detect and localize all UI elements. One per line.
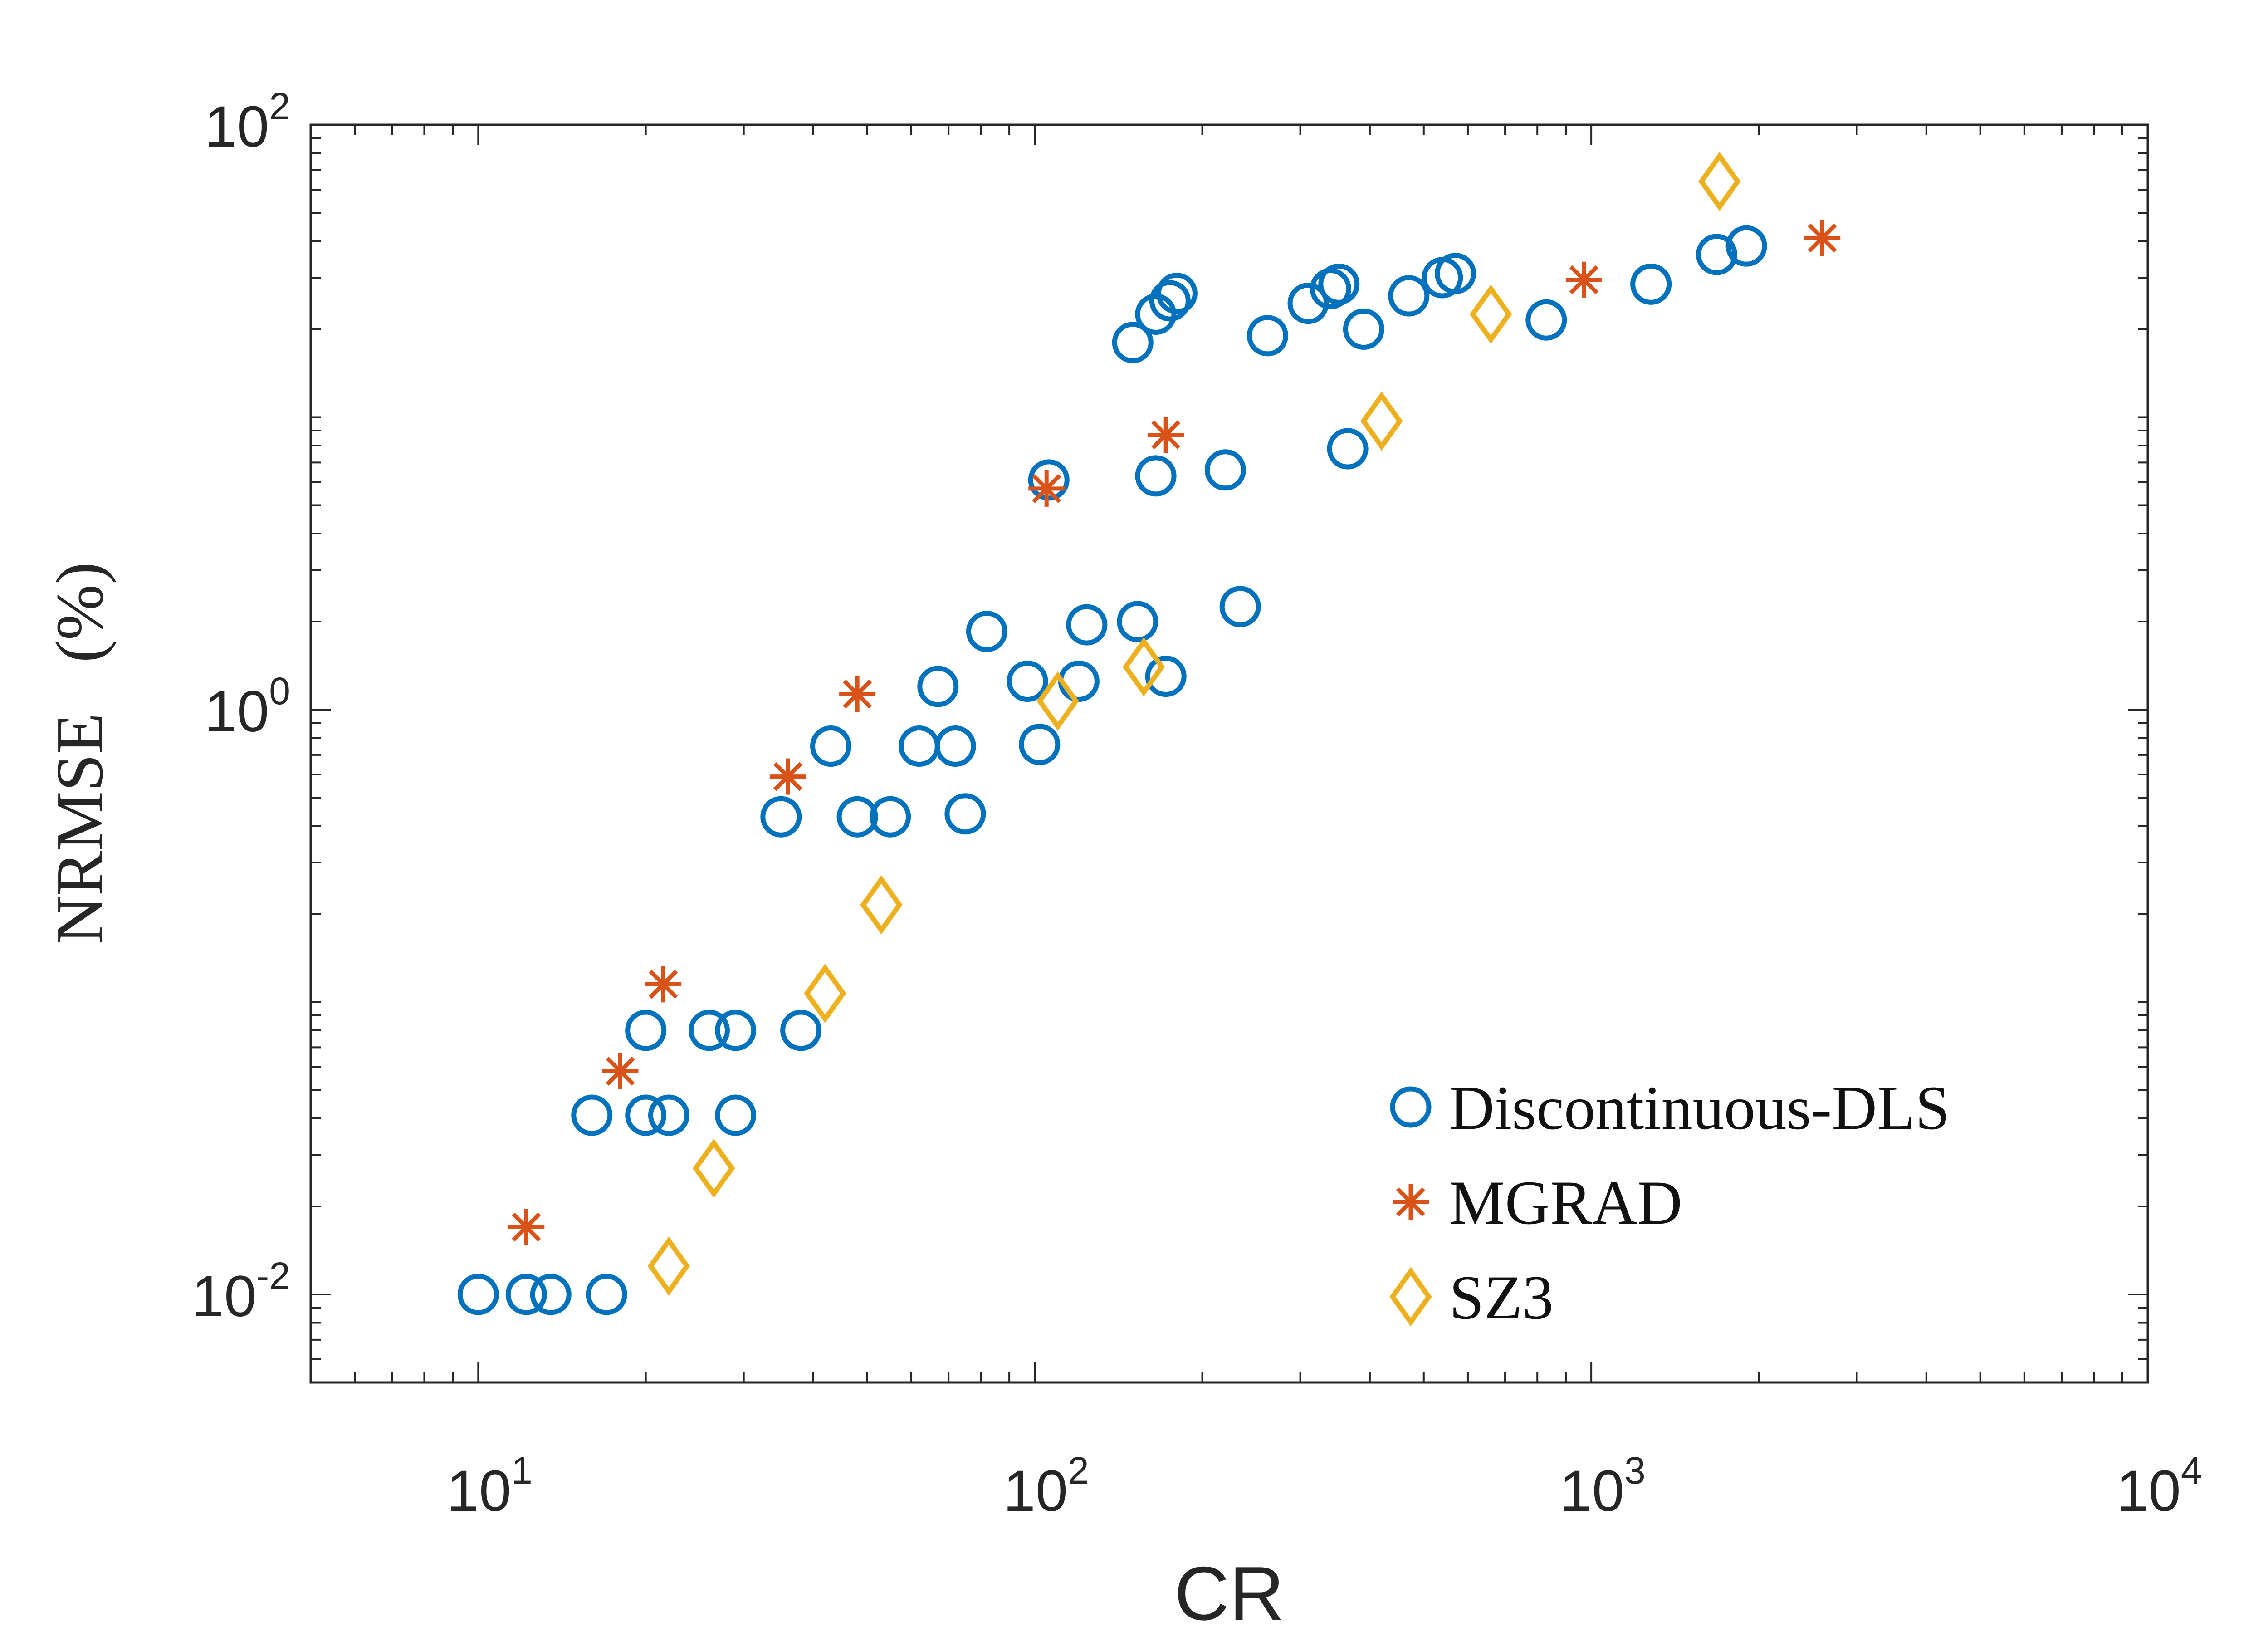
sz3-point: [692, 1138, 735, 1198]
legend-label-mgrad: MGRAD: [1449, 1168, 1682, 1237]
mgrad-point: [839, 676, 876, 712]
discontinuous-dls-point: [1318, 263, 1360, 305]
mgrad-point: [1565, 261, 1602, 298]
legend-label-discontinuous-dls: Discontinuous-DLS: [1449, 1073, 1950, 1142]
series-sz3: [647, 152, 1741, 1296]
mgrad-point: [769, 758, 806, 795]
x-tick-label: 101: [447, 1449, 533, 1524]
x-axis-label: CR: [1174, 1551, 1285, 1632]
discontinuous-dls-point: [1219, 586, 1261, 627]
discontinuous-dls-point: [836, 796, 878, 838]
mgrad-point: [645, 966, 682, 1003]
discontinuous-dls-point: [810, 725, 852, 767]
sz3-point: [1469, 284, 1512, 344]
y-axis-label: NRMSE (%): [43, 562, 117, 945]
discontinuous-dls-point: [1630, 263, 1672, 305]
legend-marker-circle: [1390, 1086, 1432, 1128]
sz3-point: [1122, 637, 1165, 697]
x-tick-labels: 101 102 103 104: [447, 1449, 2202, 1524]
discontinuous-dls-point: [1007, 661, 1048, 702]
discontinuous-dls-point: [966, 611, 1007, 652]
mgrad-point: [1804, 220, 1841, 256]
legend-marker-asterisk: [1393, 1184, 1429, 1220]
discontinuous-dls-point: [505, 1274, 547, 1315]
discontinuous-dls-point: [1725, 225, 1767, 267]
discontinuous-dls-point: [934, 725, 976, 767]
sz3-point: [804, 964, 846, 1024]
x-tick-label: 104: [2116, 1449, 2202, 1524]
mgrad-point: [602, 1053, 639, 1089]
axes-box: [309, 123, 2149, 1384]
discontinuous-dls-point: [1112, 322, 1154, 363]
discontinuous-dls-point: [625, 1010, 667, 1051]
legend-marker: [1393, 1184, 1429, 1220]
discontinuous-dls-point: [625, 1094, 667, 1136]
discontinuous-dls-point: [944, 793, 986, 835]
discontinuous-dls-point: [1028, 459, 1070, 501]
y-tick-label: 102: [205, 85, 290, 159]
discontinuous-dls-point: [917, 666, 959, 707]
discontinuous-dls-point: [1019, 724, 1061, 765]
discontinuous-dls-point: [1327, 428, 1369, 470]
legend: Discontinuous-DLS MGRAD SZ3: [1389, 1073, 1950, 1332]
discontinuous-dls-point: [1145, 656, 1187, 697]
discontinuous-dls-point: [715, 1094, 757, 1136]
discontinuous-dls-point: [1525, 299, 1567, 341]
discontinuous-dls-point: [530, 1274, 572, 1315]
discontinuous-dls-point: [1117, 601, 1158, 642]
discontinuous-dls-point: [688, 1010, 730, 1051]
discontinuous-dls-point: [1246, 315, 1288, 357]
data-points: [457, 152, 1841, 1315]
minor-ticks: [310, 125, 2148, 1383]
legend-marker-diamond: [1389, 1267, 1432, 1327]
discontinuous-dls-point: [1287, 283, 1329, 324]
discontinuous-dls-point: [715, 1010, 757, 1051]
discontinuous-dls-point: [457, 1274, 499, 1315]
legend-label-sz3: SZ3: [1449, 1263, 1554, 1332]
mgrad-point: [1148, 417, 1184, 453]
series-discontinuous-dls: [457, 225, 1767, 1315]
sz3-point: [647, 1236, 690, 1296]
series-mgrad: [508, 220, 1841, 1245]
discontinuous-dls-point: [586, 1274, 627, 1315]
legend-marker: [1390, 1086, 1432, 1128]
discontinuous-dls-point: [1388, 275, 1430, 317]
discontinuous-dls-point: [1156, 273, 1198, 314]
sz3-point: [860, 875, 903, 935]
sz3-point: [1360, 391, 1403, 451]
discontinuous-dls-point: [1435, 253, 1476, 294]
sz3-point: [1036, 671, 1079, 731]
sz3-point: [1698, 152, 1741, 211]
discontinuous-dls-point: [760, 796, 802, 838]
legend-marker: [1389, 1267, 1432, 1327]
x-tick-label: 102: [1003, 1449, 1089, 1524]
discontinuous-dls-point: [780, 1010, 822, 1051]
discontinuous-dls-point: [1066, 604, 1108, 646]
x-tick-label: 103: [1560, 1449, 1646, 1524]
discontinuous-dls-point: [870, 796, 911, 838]
discontinuous-dls-point: [571, 1094, 613, 1136]
discontinuous-dls-point: [1135, 294, 1177, 335]
y-tick-label: 100: [205, 670, 290, 744]
discontinuous-dls-point: [1135, 455, 1177, 497]
discontinuous-dls-point: [1149, 280, 1191, 322]
discontinuous-dls-point: [1204, 449, 1246, 491]
mgrad-point: [508, 1209, 545, 1245]
discontinuous-dls-point: [1696, 234, 1738, 275]
mgrad-point: [1028, 470, 1065, 507]
discontinuous-dls-point: [648, 1094, 689, 1136]
y-tick-labels: 10-2 100 102: [192, 85, 290, 1329]
y-tick-label: 10-2: [192, 1255, 290, 1329]
plot-area: [311, 125, 2148, 1382]
discontinuous-dls-point: [1343, 308, 1384, 350]
